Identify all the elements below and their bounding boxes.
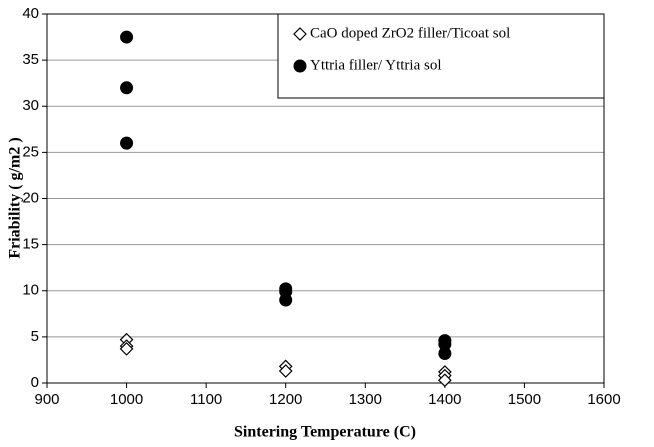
legend-label: Yttria filler/ Yttria sol (310, 57, 442, 73)
x-axis-title: Sintering Temperature (C) (234, 424, 416, 441)
data-point (278, 364, 293, 378)
y-tick-label: 30 (22, 97, 39, 114)
y-tick-label: 40 (22, 5, 39, 22)
data-point (438, 337, 452, 351)
x-tick-label: 1600 (587, 391, 620, 408)
x-tick-label: 1100 (190, 391, 222, 408)
data-point (279, 293, 293, 307)
x-tick-label: 1000 (110, 391, 143, 408)
y-tick-label: 10 (22, 282, 39, 299)
y-tick-label: 25 (22, 143, 39, 160)
y-tick-label: 0 (31, 374, 39, 391)
y-tick-label: 20 (22, 189, 39, 206)
x-tick-label: 1500 (508, 391, 541, 408)
x-tick-label: 900 (34, 391, 59, 408)
legend-marker (293, 59, 307, 73)
data-point (438, 373, 452, 388)
y-axis-title: Friability ( g/m2 ) (7, 137, 24, 258)
data-point (438, 346, 452, 360)
data-point (120, 30, 134, 44)
y-tick-label: 5 (31, 328, 39, 345)
data-point (120, 136, 134, 150)
legend-box (277, 13, 605, 99)
y-tick-label: 35 (22, 51, 39, 68)
legend-label: CaO doped ZrO2 filler/Ticoat sol (310, 25, 510, 41)
x-tick-label: 1200 (269, 391, 302, 408)
legend-marker (293, 27, 307, 41)
y-tick-label: 15 (22, 236, 39, 253)
x-tick-label: 1400 (428, 391, 461, 408)
x-tick-label: 1300 (349, 391, 382, 408)
data-point (120, 81, 134, 95)
data-point (119, 342, 134, 356)
